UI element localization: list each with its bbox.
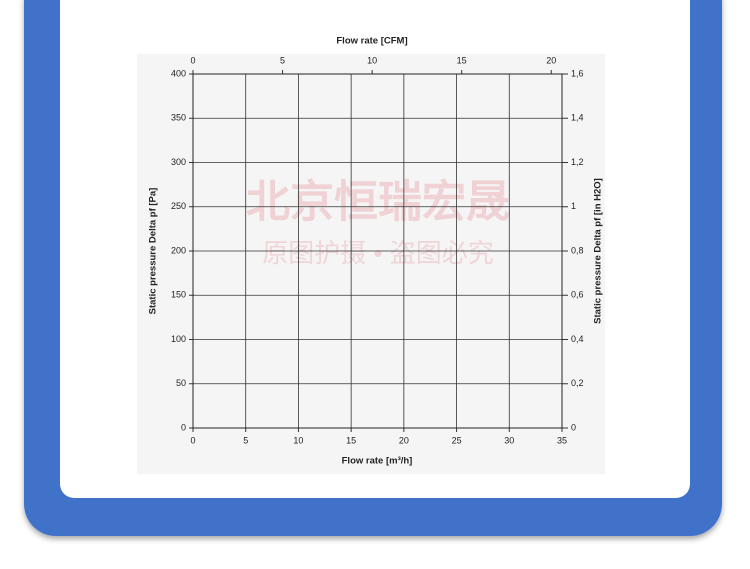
plot-background: [137, 54, 605, 474]
y-tick-label: 200: [171, 245, 186, 255]
x-axis-title: Flow rate [m³/h]: [342, 456, 413, 467]
y-tick-label: 50: [176, 378, 186, 388]
x-tick-label: 5: [243, 435, 248, 445]
x2-tick-label: 20: [546, 55, 556, 65]
x2-tick-label: 15: [457, 55, 467, 65]
y2-tick-label: 1,2: [571, 157, 584, 167]
x-tick-label: 0: [190, 435, 195, 445]
y2-axis-title: Static pressure Delta pf [in H2O]: [593, 178, 604, 324]
x-tick-label: 10: [293, 435, 303, 445]
y-tick-label: 250: [171, 201, 186, 211]
y2-tick-label: 1,4: [571, 113, 584, 123]
x2-tick-label: 10: [367, 55, 377, 65]
x2-tick-label: 5: [280, 55, 285, 65]
y-tick-label: 300: [171, 157, 186, 167]
y-tick-label: 0: [181, 422, 186, 432]
watermark: 原图护摄 • 盗图必究: [262, 238, 494, 268]
y-tick-label: 350: [171, 113, 186, 123]
x-tick-label: 20: [399, 435, 409, 445]
y2-tick-label: 0,4: [571, 334, 584, 344]
watermark: 北京恒瑞宏晟: [246, 178, 510, 227]
y2-tick-label: 0,8: [571, 245, 584, 255]
y2-tick-label: 1: [571, 201, 576, 211]
y-tick-label: 400: [171, 68, 186, 78]
x-tick-label: 25: [452, 435, 462, 445]
x2-axis-title: Flow rate [CFM]: [336, 36, 407, 47]
y2-tick-label: 0,6: [571, 290, 584, 300]
y2-tick-label: 0,2: [571, 378, 584, 388]
y-tick-label: 150: [171, 290, 186, 300]
x-tick-label: 15: [346, 435, 356, 445]
y-axis-title: Static pressure Delta pf [Pa]: [148, 188, 159, 315]
x2-tick-label: 0: [190, 55, 195, 65]
y2-tick-label: 0: [571, 422, 576, 432]
y2-tick-label: 1,6: [571, 68, 584, 78]
x-tick-label: 35: [557, 435, 567, 445]
y-tick-label: 100: [171, 334, 186, 344]
x-tick-label: 30: [504, 435, 514, 445]
plot-border: [192, 73, 563, 429]
